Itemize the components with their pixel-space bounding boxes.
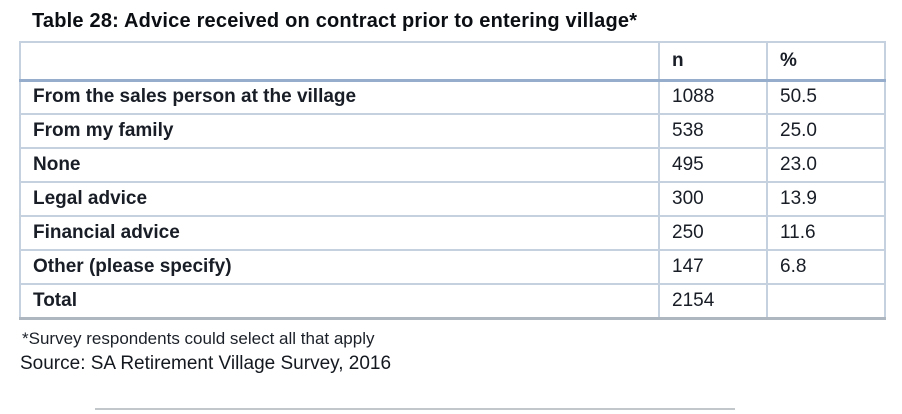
- table-row: From the sales person at the village 108…: [19, 79, 886, 115]
- page: Table 28: Advice received on contract pr…: [0, 10, 902, 414]
- table-row-total: Total 2154: [19, 283, 886, 320]
- source-line: Source: SA Retirement Village Survey, 20…: [20, 352, 392, 374]
- table-title: Table 28: Advice received on contract pr…: [32, 10, 638, 32]
- table-row: Other (please specify) 147 6.8: [19, 249, 886, 285]
- row-label: None: [19, 147, 660, 183]
- row-label: From my family: [19, 113, 660, 149]
- row-pct: 13.9: [766, 181, 886, 217]
- row-n: 495: [658, 147, 768, 183]
- row-pct: 23.0: [766, 147, 886, 183]
- header-cell-pct: %: [766, 41, 886, 82]
- row-n: 1088: [658, 79, 768, 115]
- advice-table: n % From the sales person at the village…: [19, 41, 886, 320]
- header-cell-n: n: [658, 41, 768, 82]
- row-pct: 25.0: [766, 113, 886, 149]
- header-cell-empty: [19, 41, 660, 82]
- cropped-line-artifact: [95, 408, 735, 410]
- footnote: *Survey respondents could select all tha…: [22, 328, 375, 348]
- row-label: Total: [19, 283, 660, 320]
- row-n: 2154: [658, 283, 768, 320]
- table-row: Financial advice 250 11.6: [19, 215, 886, 251]
- header-row: n %: [19, 41, 886, 82]
- table-row: Legal advice 300 13.9: [19, 181, 886, 217]
- row-pct: [766, 283, 886, 320]
- row-n: 147: [658, 249, 768, 285]
- row-label: Other (please specify): [19, 249, 660, 285]
- row-n: 538: [658, 113, 768, 149]
- row-pct: 11.6: [766, 215, 886, 251]
- table-row: None 495 23.0: [19, 147, 886, 183]
- row-pct: 6.8: [766, 249, 886, 285]
- row-n: 300: [658, 181, 768, 217]
- row-label: From the sales person at the village: [19, 79, 660, 115]
- table-row: From my family 538 25.0: [19, 113, 886, 149]
- row-label: Legal advice: [19, 181, 660, 217]
- row-pct: 50.5: [766, 79, 886, 115]
- row-n: 250: [658, 215, 768, 251]
- row-label: Financial advice: [19, 215, 660, 251]
